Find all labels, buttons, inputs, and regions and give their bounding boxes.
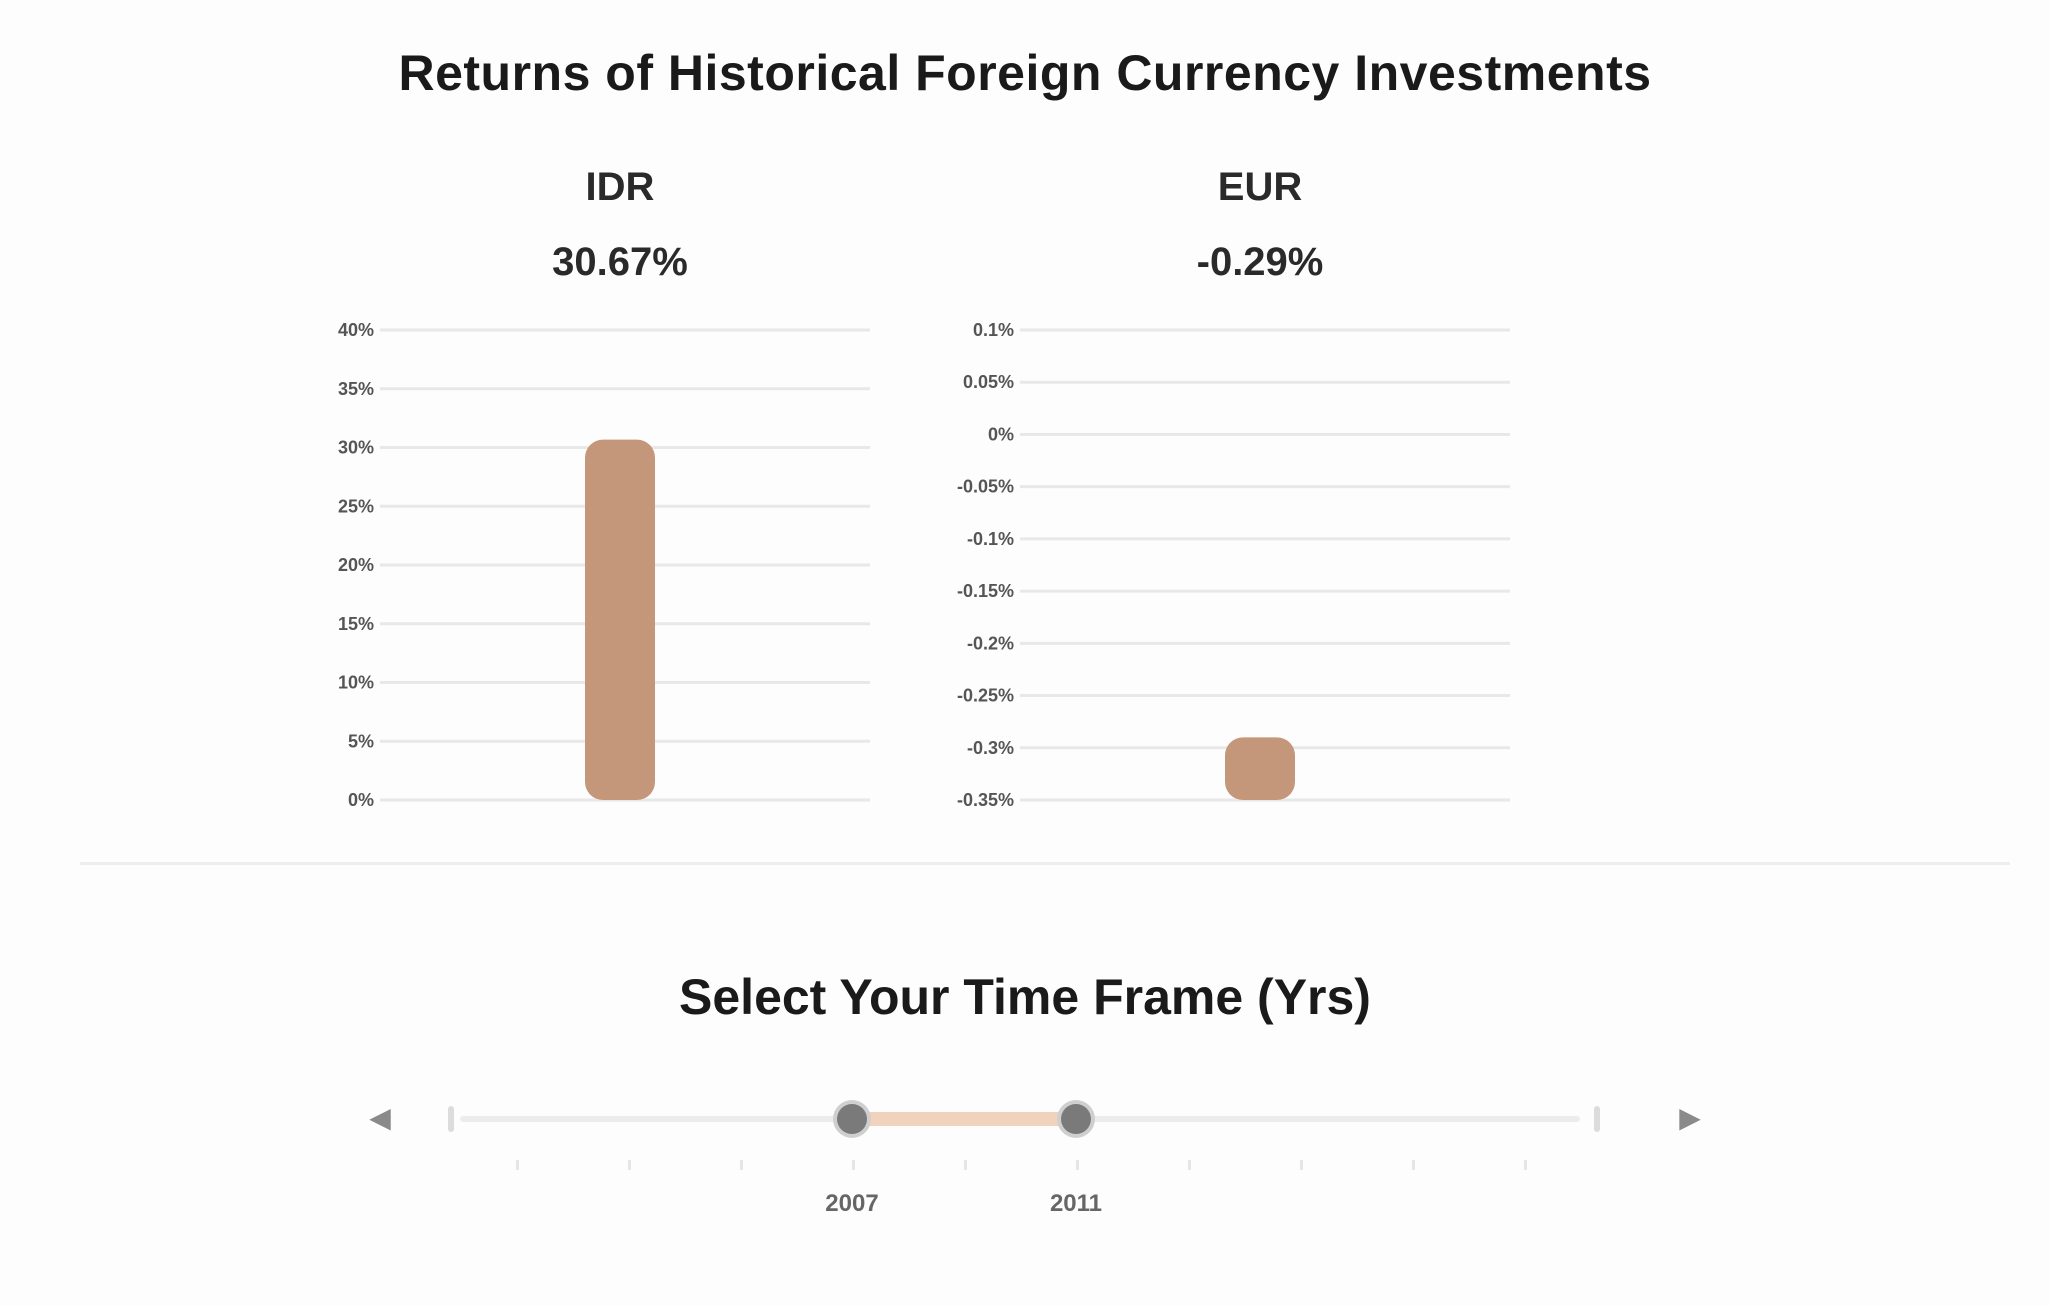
slider-selected-range (852, 1112, 1076, 1126)
slider-tick (1524, 1160, 1527, 1170)
time-frame-title: Select Your Time Frame (Yrs) (679, 969, 1371, 1025)
slider-start-handle[interactable] (837, 1104, 867, 1134)
y-tick-label: 30% (338, 438, 374, 458)
slider-start-label: 2007 (825, 1190, 879, 1217)
y-tick-label: -0.05% (957, 477, 1014, 497)
y-tick-label: 35% (338, 379, 374, 399)
chart-svg-0: IDR 30.67% 0% 5% 10% 15% 20% 25% 30% 35% 40% (338, 165, 870, 810)
slider-prev-arrow-icon[interactable]: ◀ (369, 1102, 391, 1133)
bar[interactable] (1225, 737, 1295, 800)
slider-next-arrow-icon[interactable]: ▶ (1679, 1102, 1701, 1133)
slider-tick (1076, 1160, 1079, 1170)
slider-tick (516, 1160, 519, 1170)
y-tick-label: 0.1% (973, 320, 1014, 340)
y-tick-label: -0.15% (957, 581, 1014, 601)
slider-tick (1412, 1160, 1415, 1170)
slider-start-cap (448, 1106, 454, 1132)
slider-tick (852, 1160, 855, 1170)
y-tick-label: 25% (338, 496, 374, 516)
y-tick-label: 5% (348, 731, 374, 751)
y-tick-label: -0.35% (957, 790, 1014, 810)
slider-tick (1300, 1160, 1303, 1170)
time-frame-slider[interactable]: ◀ ▶ (369, 1090, 1710, 1170)
slider-end-handle[interactable] (1061, 1104, 1091, 1134)
section-divider (80, 862, 2010, 865)
bar-chart-eur: EUR -0.29% -0.35% -0.3% -0.25% -0.2% -0.15% -0.… (957, 160, 1530, 820)
y-tick-label: -0.3% (967, 738, 1014, 758)
slider-end-cap (1594, 1106, 1600, 1132)
y-tick-label: -0.25% (957, 686, 1014, 706)
slider-tick (1188, 1160, 1191, 1170)
slider-tick (740, 1160, 743, 1170)
y-tick-label: -0.2% (967, 633, 1014, 653)
y-tick-label: 0.05% (963, 372, 1014, 392)
slider-tick (628, 1160, 631, 1170)
chart-title: Returns of Historical Foreign Currency I… (398, 45, 1652, 101)
y-tick-label: 0% (988, 424, 1014, 444)
bar-chart-idr: IDR 30.67% 0% 5% 10% 15% 20% 25% 30% 35% 40% (330, 160, 890, 820)
y-tick-label: 10% (338, 673, 374, 693)
y-tick-label: 20% (338, 555, 374, 575)
data-label: 30.67% (552, 240, 688, 284)
slider-end-label: 2011 (1049, 1190, 1103, 1217)
chart-svg-1: EUR -0.29% -0.35% -0.3% -0.25% -0.2% -0.15% -0.… (957, 165, 1510, 810)
y-tick-label: 40% (338, 320, 374, 340)
bar[interactable] (585, 439, 655, 800)
y-tick-label: 15% (338, 614, 374, 634)
series-label: IDR (586, 165, 655, 209)
y-tick-label: -0.1% (967, 529, 1014, 549)
slider-tick (964, 1160, 967, 1170)
y-tick-label: 0% (348, 790, 374, 810)
data-label: -0.29% (1197, 240, 1324, 284)
series-label: EUR (1218, 165, 1303, 209)
